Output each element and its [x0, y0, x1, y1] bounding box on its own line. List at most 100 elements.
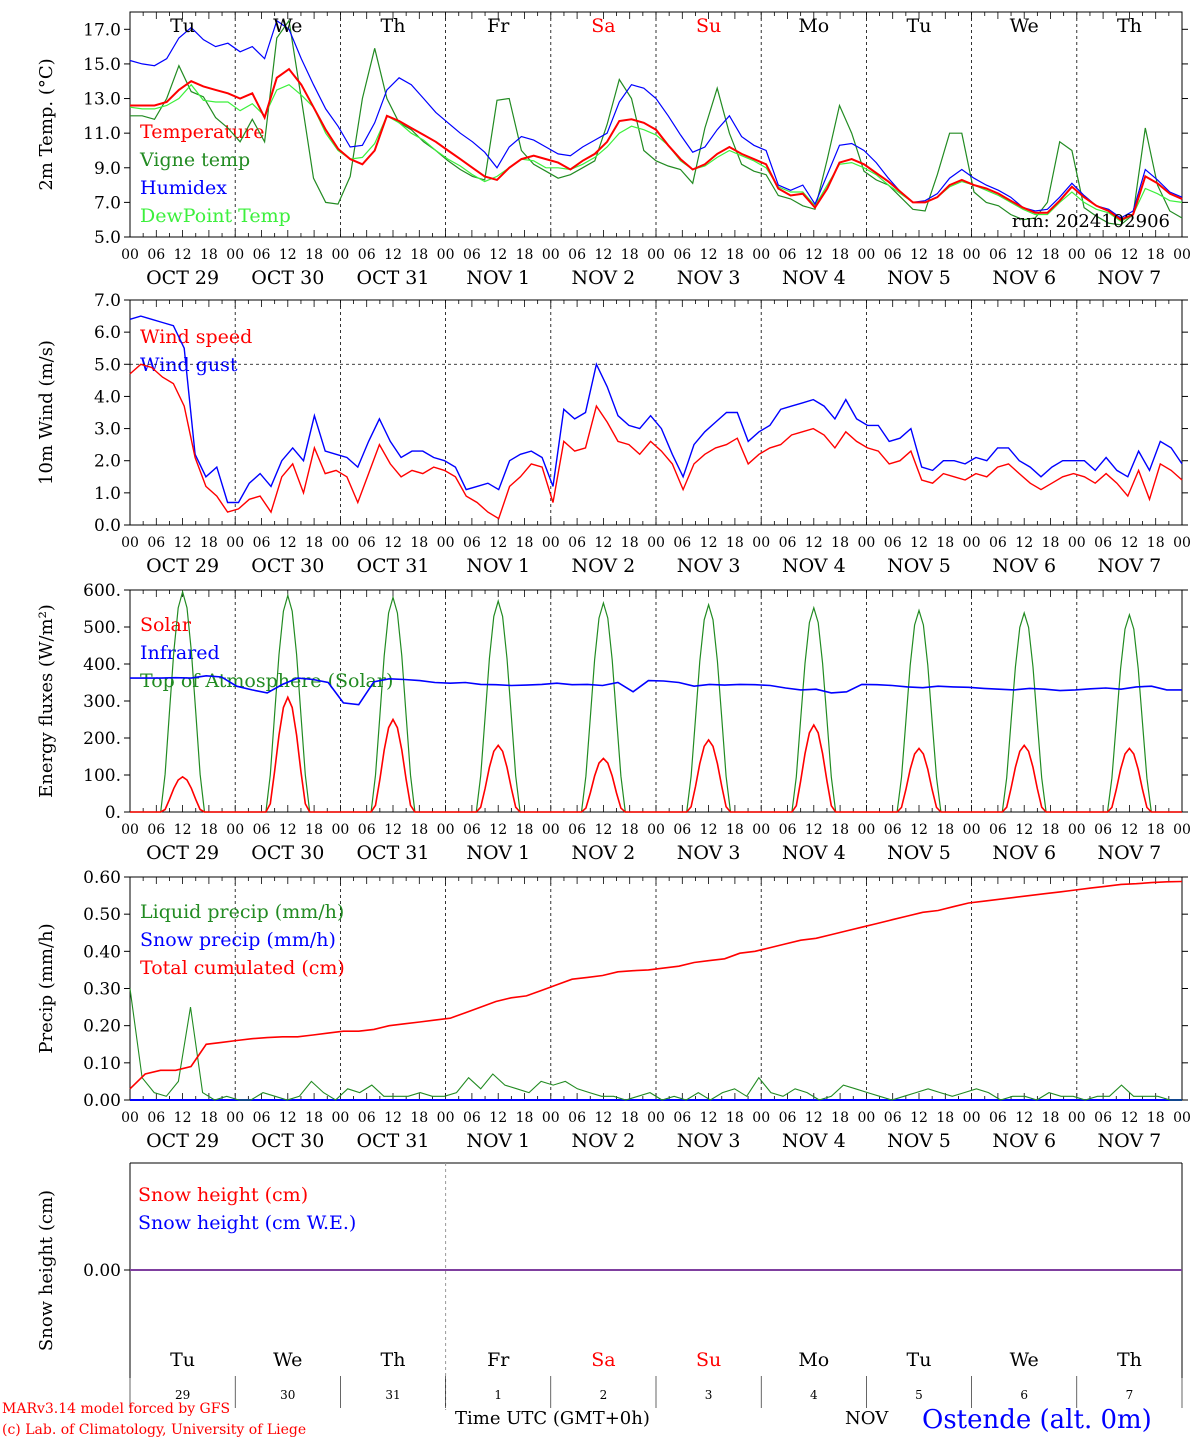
y-tick-label: 0.40	[83, 942, 121, 962]
hour-tick-label: 18	[1147, 1110, 1165, 1126]
hour-tick-label: 18	[726, 822, 744, 838]
hour-tick-label: 06	[779, 1110, 797, 1126]
station-label: Ostende (alt. 0m)	[922, 1405, 1152, 1435]
y-axis-label: 10m Wind (m/s)	[36, 340, 57, 485]
date-label: NOV 4	[782, 555, 846, 577]
hour-tick-label: 12	[910, 1110, 928, 1126]
hour-tick-label: 18	[410, 535, 428, 551]
date-label: NOV 3	[677, 267, 741, 289]
y-axis-label: Energy fluxes (W/m²)	[36, 604, 57, 798]
hour-tick-label: 18	[936, 535, 954, 551]
legend-entry: Snow height (cm)	[138, 1184, 308, 1206]
hour-tick-label: 18	[726, 535, 744, 551]
y-tick-label: 0.10	[83, 1054, 121, 1074]
hour-tick-label: 18	[305, 1110, 323, 1126]
date-label: NOV 1	[466, 555, 530, 577]
hour-tick-label: 00	[542, 247, 560, 263]
day-number-label: 3	[705, 1388, 713, 1402]
hour-tick-label: 12	[279, 247, 297, 263]
hour-tick-label: 12	[805, 247, 823, 263]
hour-tick-label: 00	[121, 247, 139, 263]
hour-tick-label: 00	[331, 822, 349, 838]
weekday-label: We	[1010, 15, 1039, 37]
panel-5: 0.00Snow height (cm)Snow height (cm)Snow…	[36, 1163, 1182, 1410]
hour-tick-label: 00	[121, 822, 139, 838]
y-tick-label: 15.0	[83, 55, 121, 75]
hour-tick-label: 00	[1173, 535, 1191, 551]
y-tick-label: 400.	[83, 655, 121, 675]
date-label: NOV 6	[992, 1130, 1056, 1152]
hour-tick-label: 00	[331, 247, 349, 263]
hour-tick-label: 00	[542, 822, 560, 838]
hour-tick-label: 18	[516, 822, 534, 838]
hour-tick-label: 12	[279, 1110, 297, 1126]
hour-tick-label: 18	[831, 247, 849, 263]
hour-tick-label: 06	[989, 535, 1007, 551]
date-label: NOV 7	[1098, 555, 1162, 577]
hour-tick-label: 00	[963, 535, 981, 551]
date-label: OCT 29	[146, 555, 219, 577]
date-label: NOV 1	[466, 267, 530, 289]
hour-tick-label: 00	[1068, 247, 1086, 263]
hour-tick-label: 00	[1068, 822, 1086, 838]
hour-tick-label: 00	[331, 1110, 349, 1126]
hour-tick-label: 18	[1147, 822, 1165, 838]
date-label: NOV 4	[782, 842, 846, 864]
day-number-label: 4	[810, 1388, 818, 1402]
hour-tick-label: 12	[174, 535, 192, 551]
hour-tick-label: 06	[358, 822, 376, 838]
month-label: NOV	[845, 1408, 889, 1429]
y-tick-label: 17.0	[83, 20, 121, 40]
hour-tick-label: 12	[805, 535, 823, 551]
y-tick-label: 0.00	[83, 1261, 121, 1281]
hour-tick-label: 00	[226, 535, 244, 551]
weekday-label: Sa	[591, 15, 615, 37]
weekday-label: We	[1010, 1349, 1039, 1371]
hour-tick-label: 00	[963, 1110, 981, 1126]
hour-tick-label: 18	[1042, 247, 1060, 263]
date-label: NOV 4	[782, 1130, 846, 1152]
hour-tick-label: 00	[437, 1110, 455, 1126]
day-number-label: 30	[280, 1388, 295, 1402]
y-tick-label: 5.0	[94, 355, 121, 375]
date-label: NOV 1	[466, 1130, 530, 1152]
hour-tick-label: 12	[1015, 247, 1033, 263]
plot-frame	[130, 300, 1182, 525]
y-tick-label: 0.50	[83, 905, 121, 925]
legend-entry: Infrared	[140, 642, 220, 664]
hour-tick-label: 06	[358, 1110, 376, 1126]
hour-tick-label: 18	[200, 247, 218, 263]
date-label: NOV 2	[572, 842, 636, 864]
hour-tick-label: 12	[384, 822, 402, 838]
weekday-label: Th	[381, 1349, 406, 1371]
weekday-label: We	[273, 15, 302, 37]
date-label: NOV 1	[466, 842, 530, 864]
hour-tick-label: 18	[516, 1110, 534, 1126]
date-label: OCT 31	[356, 842, 429, 864]
legend-entry: Humidex	[140, 177, 227, 199]
weekday-label: Tu	[170, 15, 195, 37]
hour-tick-label: 18	[621, 247, 639, 263]
hour-tick-label: 06	[884, 535, 902, 551]
hour-tick-label: 00	[647, 247, 665, 263]
hour-tick-label: 12	[594, 535, 612, 551]
hour-tick-label: 12	[384, 1110, 402, 1126]
y-tick-label: 300.	[83, 692, 121, 712]
hour-tick-label: 00	[542, 535, 560, 551]
hour-tick-label: 06	[989, 1110, 1007, 1126]
hour-tick-label: 00	[857, 822, 875, 838]
date-label: OCT 31	[356, 1130, 429, 1152]
legend-entry: Snow precip (mm/h)	[140, 929, 336, 951]
hour-tick-label: 00	[1173, 247, 1191, 263]
hour-tick-label: 00	[226, 247, 244, 263]
weekday-label: Fr	[487, 1349, 510, 1371]
hour-tick-label: 18	[305, 535, 323, 551]
date-label: NOV 7	[1098, 267, 1162, 289]
legend-entry: Vigne temp	[139, 149, 250, 171]
hour-tick-label: 06	[147, 822, 165, 838]
hour-tick-label: 06	[1094, 247, 1112, 263]
weekday-label: Su	[696, 1349, 721, 1371]
day-number-label: 29	[175, 1388, 190, 1402]
hour-tick-label: 12	[1015, 822, 1033, 838]
date-label: OCT 30	[251, 842, 324, 864]
